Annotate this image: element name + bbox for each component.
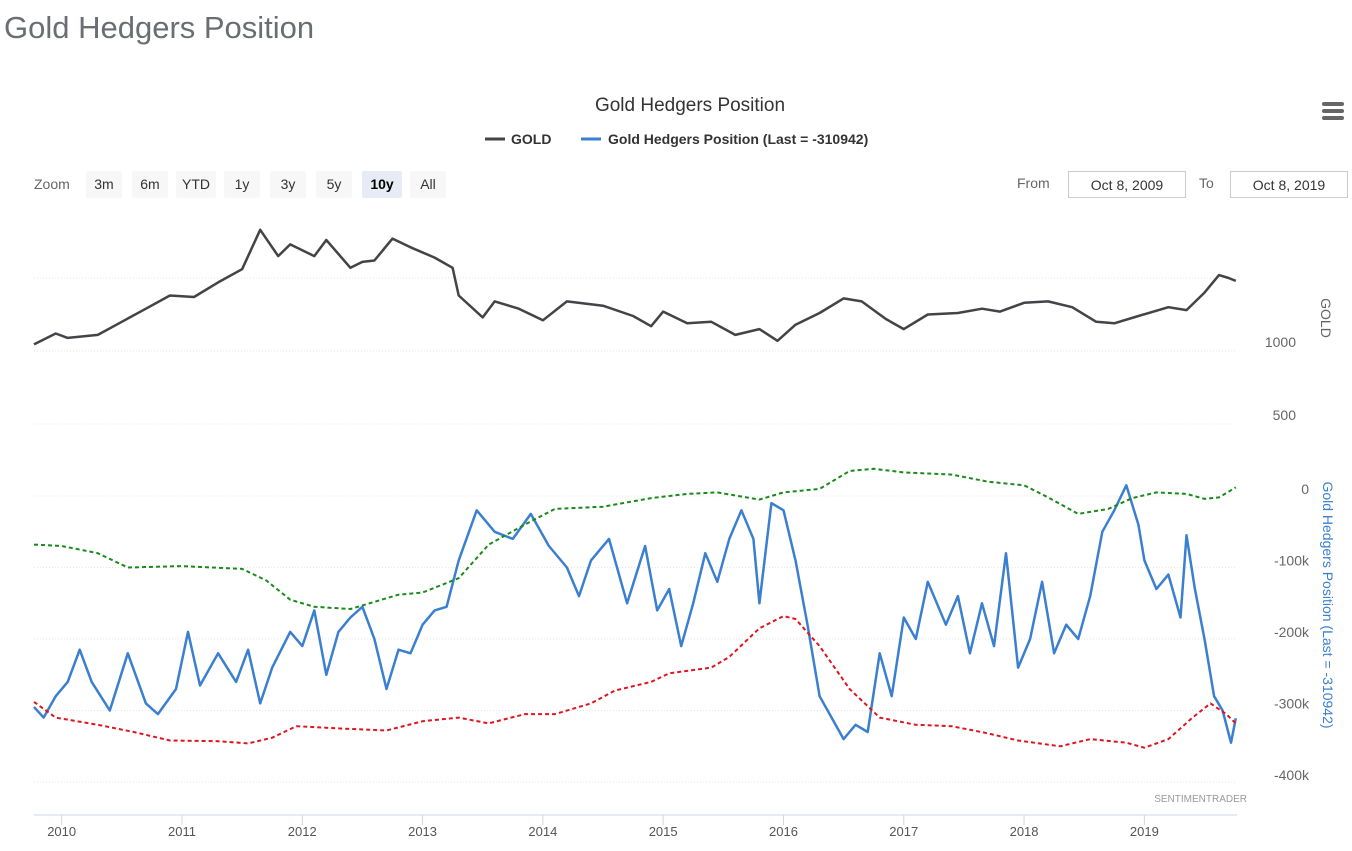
credit-label: SENTIMENTRADER — [1154, 794, 1247, 805]
x-tick-label: 2011 — [168, 824, 196, 839]
hedgers-tick-label: 0 — [1301, 481, 1309, 497]
zoom-3m-button[interactable]: 3m — [86, 171, 122, 198]
gold-tick-label: 500 — [1273, 407, 1297, 423]
x-tick-label: 2018 — [1010, 824, 1039, 839]
hedgers-tick-label: -200k — [1274, 624, 1310, 640]
zoom-3y-button[interactable]: 3y — [270, 171, 306, 198]
from-label: From — [1017, 175, 1050, 191]
series-group — [33, 228, 1238, 749]
chart-title: Gold Hedgers Position — [595, 95, 785, 116]
legend: GOLD Gold Hedgers Position (Last = -3109… — [485, 131, 868, 147]
hedgers-line — [33, 484, 1238, 744]
zoom-6m-button[interactable]: 6m — [132, 171, 168, 198]
x-axis: 2010 2011 2012 2013 2014 2015 2016 2017 2018 2019 — [34, 814, 1237, 839]
zoom-1y-button[interactable]: 1y — [224, 171, 260, 198]
x-tick-label: 2014 — [528, 824, 557, 839]
lower-band-line — [33, 615, 1237, 749]
x-tick-label: 2010 — [47, 824, 76, 839]
hedgers-tick-label: -300k — [1274, 696, 1310, 712]
hamburger-menu-icon[interactable] — [1322, 102, 1344, 120]
to-date-input[interactable] — [1230, 171, 1348, 198]
x-tick-label: 2017 — [889, 824, 918, 839]
hedgers-axis: 0 -100k -200k -300k -400k — [1274, 481, 1310, 783]
x-tick-label: 2013 — [408, 824, 437, 839]
gold-axis-title: GOLD — [1318, 298, 1334, 338]
legend-hedgers-label[interactable]: Gold Hedgers Position (Last = -310942) — [608, 131, 868, 147]
zoom-all-button[interactable]: All — [410, 171, 446, 198]
legend-gold-label[interactable]: GOLD — [511, 131, 551, 147]
x-tick-label: 2012 — [288, 824, 317, 839]
x-tick-label: 2015 — [649, 824, 678, 839]
hedgers-tick-label: -400k — [1274, 767, 1310, 783]
zoom-5y-button[interactable]: 5y — [316, 171, 352, 198]
zoom-10y-button[interactable]: 10y — [362, 171, 402, 198]
from-date-input[interactable] — [1068, 171, 1186, 198]
hedgers-axis-title: Gold Hedgers Position (Last = -310942) — [1320, 481, 1336, 728]
x-tick-label: 2019 — [1130, 824, 1159, 839]
x-tick-label: 2016 — [769, 824, 798, 839]
gold-axis: 1000 500 — [1265, 334, 1296, 423]
zoom-label: Zoom — [34, 176, 70, 192]
to-label: To — [1199, 175, 1214, 191]
grid-lines — [34, 277, 1237, 783]
gold-line — [33, 228, 1237, 346]
gold-tick-label: 1000 — [1265, 334, 1296, 350]
zoom-ytd-button[interactable]: YTD — [176, 171, 216, 198]
hedgers-tick-label: -100k — [1274, 553, 1310, 569]
upper-band-line — [33, 467, 1237, 610]
page-title: Gold Hedgers Position — [4, 10, 315, 45]
